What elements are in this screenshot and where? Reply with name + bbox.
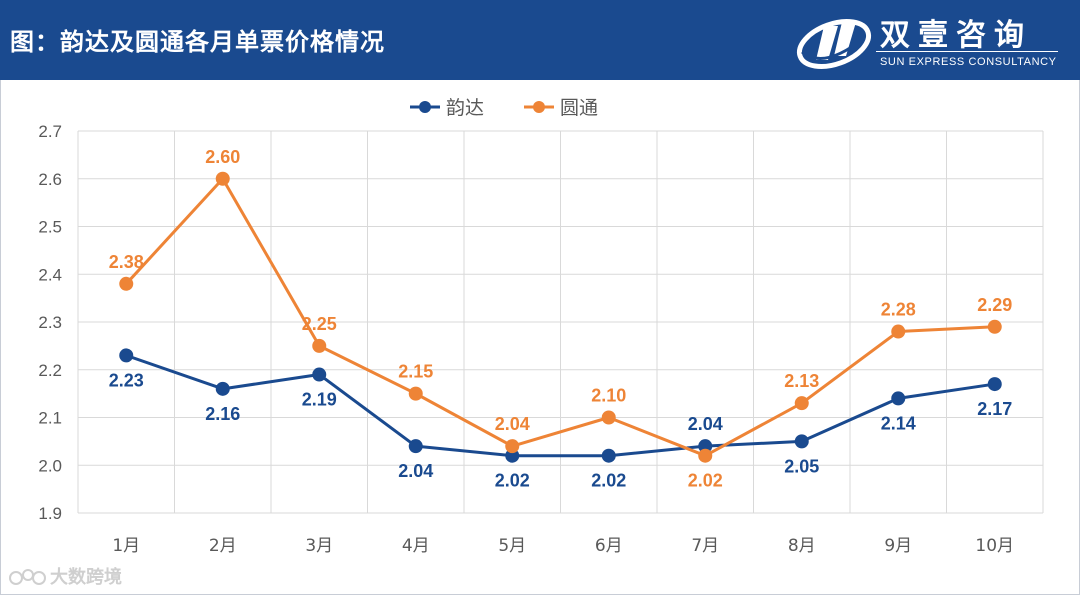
legend-label: 圆通 [560, 97, 598, 119]
x-tick-label: 5月 [498, 536, 526, 556]
header-bar: 图：韵达及圆通各月单票价格情况 双壹咨询 SUN EXPRESS CONSULT… [0, 0, 1080, 80]
data-label: 2.02 [591, 471, 626, 491]
legend-label: 韵达 [446, 97, 484, 119]
data-label: 2.04 [688, 414, 723, 434]
x-tick-label: 2月 [209, 536, 237, 556]
y-tick-label: 2.2 [38, 361, 62, 380]
y-tick-label: 2.0 [38, 456, 62, 475]
chart-title: 图：韵达及圆通各月单票价格情况 [10, 28, 385, 56]
legend-marker [419, 101, 431, 113]
x-tick-label: 3月 [305, 536, 333, 556]
series-line-yunda [125, 354, 995, 458]
data-point [987, 377, 1002, 392]
data-point [215, 381, 230, 396]
data-label: 2.04 [495, 414, 530, 434]
data-point [794, 396, 809, 411]
data-point [408, 386, 423, 401]
data-label: 2.17 [977, 399, 1012, 419]
data-label: 2.16 [205, 404, 240, 424]
data-point [601, 448, 616, 463]
x-tick-label: 10月 [975, 536, 1014, 556]
data-point [794, 434, 809, 449]
data-point [119, 276, 134, 291]
y-tick-label: 1.9 [38, 504, 62, 523]
data-label: 2.19 [302, 390, 337, 410]
data-point [891, 324, 906, 339]
data-point [215, 171, 230, 186]
brand-divider [876, 51, 1058, 52]
data-label: 2.10 [591, 386, 626, 406]
data-label: 2.15 [398, 362, 433, 382]
data-label: 2.05 [784, 456, 819, 476]
data-label: 2.14 [881, 413, 916, 433]
data-point [987, 319, 1002, 334]
data-point [312, 367, 327, 382]
data-label: 2.25 [302, 314, 337, 334]
watermark-logo-icon [9, 569, 46, 585]
data-label: 2.23 [109, 370, 144, 390]
data-point [891, 391, 906, 406]
brand-name-en: SUN EXPRESS CONSULTANCY [880, 56, 1057, 68]
x-tick-label: 8月 [788, 536, 816, 556]
x-tick-label: 4月 [402, 536, 430, 556]
y-tick-label: 2.3 [38, 313, 62, 332]
data-point [119, 348, 134, 363]
data-label: 2.29 [977, 295, 1012, 315]
data-label: 2.60 [205, 147, 240, 167]
y-tick-label: 2.1 [38, 409, 62, 428]
data-label: 2.02 [688, 471, 723, 491]
x-tick-label: 1月 [112, 536, 140, 556]
data-point [312, 338, 327, 353]
y-tick-label: 2.5 [38, 218, 62, 237]
x-tick-label: 7月 [691, 536, 719, 556]
x-tick-label: 6月 [595, 536, 623, 556]
data-label: 2.38 [109, 252, 144, 272]
data-label: 2.04 [398, 461, 433, 481]
y-tick-label: 2.6 [38, 170, 62, 189]
data-label: 2.13 [784, 371, 819, 391]
data-point [698, 448, 713, 463]
x-tick-label: 9月 [884, 536, 912, 556]
data-label: 2.28 [881, 300, 916, 320]
brand-logo-icon [796, 19, 872, 69]
data-label: 2.02 [495, 471, 530, 491]
y-tick-label: 2.7 [38, 122, 62, 141]
series-line-yuantong [125, 177, 995, 458]
data-point [505, 439, 520, 454]
legend-marker [533, 101, 545, 113]
watermark-text: 大数跨境 [50, 567, 122, 588]
data-point [601, 410, 616, 425]
y-tick-label: 2.4 [38, 265, 62, 284]
brand-name-cn: 双壹咨询 [880, 18, 1032, 53]
data-point [408, 439, 423, 454]
